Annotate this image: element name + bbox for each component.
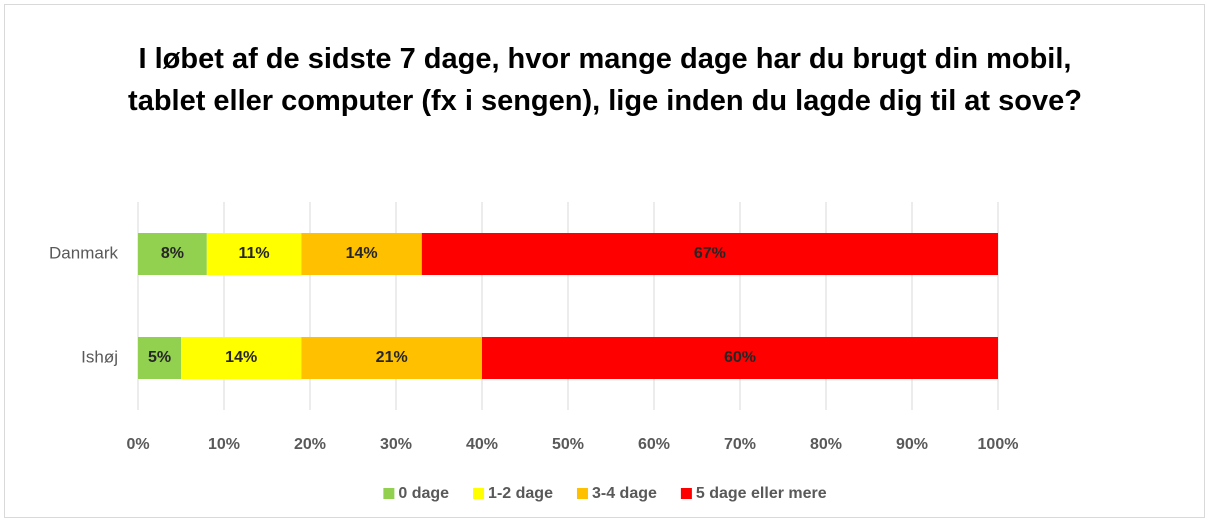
x-tick-label: 80% [810,436,842,453]
legend-swatch [576,488,588,499]
x-tick-label: 70% [724,436,756,453]
legend-label: 3-4 dage [592,485,657,502]
legend-label: 5 dage eller mere [696,485,827,502]
bar-segment [181,337,302,379]
legend-swatch [383,488,395,499]
legend-swatch [680,488,692,499]
data-label: 5% [148,349,171,366]
data-label: 67% [694,245,726,262]
legend-swatch [473,488,485,499]
x-tick-label: 100% [978,436,1019,453]
bar-segment [421,233,998,275]
x-tick-label: 0% [126,436,149,453]
bar-segment [301,233,422,275]
x-tick-label: 90% [896,436,928,453]
x-tick-label: 20% [294,436,326,453]
data-label: 21% [376,349,408,366]
x-tick-label: 50% [552,436,584,453]
x-tick-label: 10% [208,436,240,453]
data-label: 11% [239,245,270,262]
bar-segment [206,233,302,275]
legend-label: 0 dage [398,485,449,502]
bar-segment [138,337,181,379]
data-label: 14% [225,349,257,366]
data-label: 8% [161,245,184,262]
x-tick-label: 40% [466,436,498,453]
data-label: 14% [346,245,378,262]
bar-segment [482,337,998,379]
x-tick-label: 60% [638,436,670,453]
chart-title: I løbet af de sidste 7 dage, hvor mange … [128,43,1082,117]
data-label: 60% [724,349,756,366]
y-tick-label: Danmark [49,243,118,262]
chart-frame [4,4,1205,518]
bar-segment [301,337,482,379]
y-tick-label: Ishøj [81,347,118,366]
legend-label: 1-2 dage [488,485,553,502]
bar-segment [138,233,207,275]
x-tick-label: 30% [380,436,412,453]
